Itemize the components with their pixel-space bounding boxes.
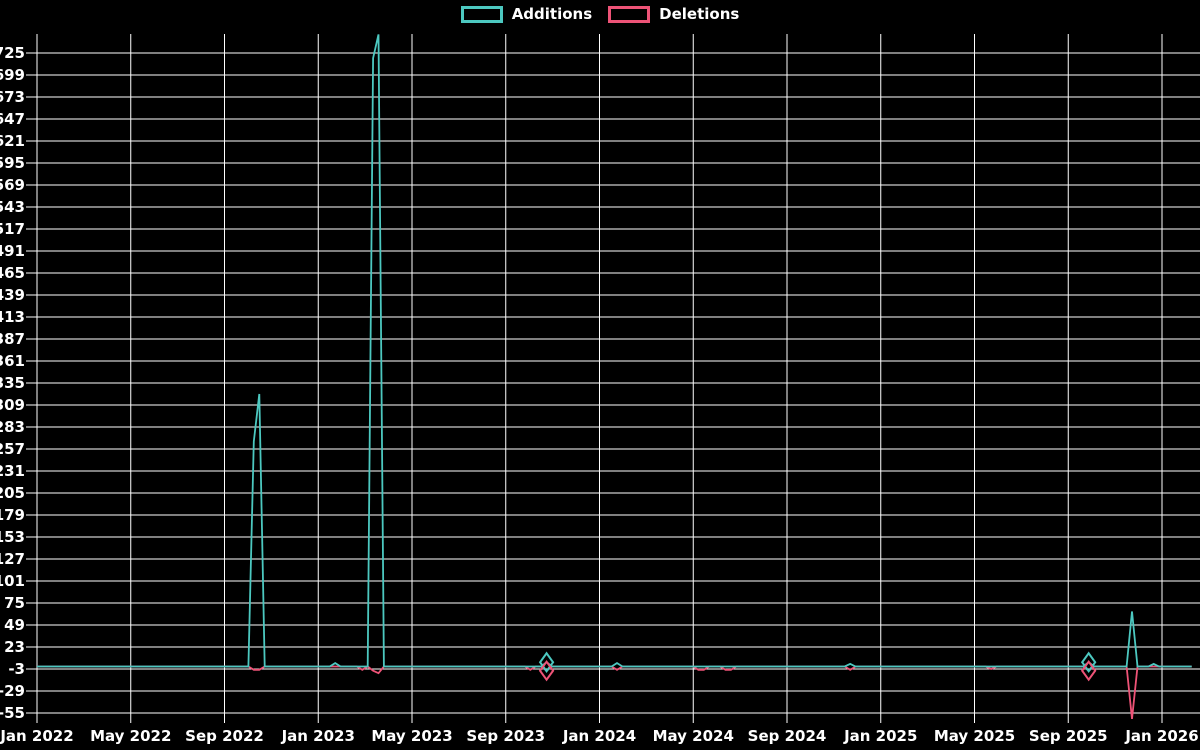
- y-tick-label: 595: [0, 154, 25, 172]
- x-tick-label: Sep 2023: [466, 727, 545, 745]
- x-tick-label: May 2024: [653, 727, 734, 745]
- y-tick-label: 205: [0, 484, 25, 502]
- y-tick-label: 231: [0, 462, 25, 480]
- deletions-point-marker-icon[interactable]: [1080, 659, 1097, 682]
- y-tick-label: -29: [0, 682, 25, 700]
- deletions-point-marker-icon[interactable]: [538, 659, 555, 682]
- chart-legend: Additions Deletions: [0, 6, 1200, 23]
- y-tick-label: 543: [0, 198, 25, 216]
- y-tick-label: 439: [0, 286, 25, 304]
- y-tick-label: 413: [0, 308, 25, 326]
- y-tick-label: -3: [8, 660, 25, 678]
- y-tick-label: 361: [0, 352, 25, 370]
- y-tick-label: 23: [4, 638, 25, 656]
- y-tick-label: 283: [0, 418, 25, 436]
- y-tick-label: 647: [0, 110, 25, 128]
- additions-point-marker-icon[interactable]: [538, 651, 555, 673]
- legend-item-deletions[interactable]: Deletions: [608, 6, 739, 23]
- x-tick-label: May 2022: [90, 727, 171, 745]
- deletions-swatch-icon: [608, 6, 651, 23]
- y-tick-label: 569: [0, 176, 25, 194]
- y-tick-label: 335: [0, 374, 25, 392]
- legend-item-additions[interactable]: Additions: [460, 5, 593, 23]
- y-tick-label: 179: [0, 506, 25, 524]
- axis-labels: 725 699 673 647 621 595 569 543 517 491 465 439 413 3…: [0, 44, 1199, 745]
- x-tick-label: Sep 2025: [1029, 727, 1108, 745]
- y-tick-label: 465: [0, 264, 25, 282]
- x-tick-label: Sep 2022: [185, 727, 264, 745]
- y-tick-label: 699: [0, 66, 25, 84]
- x-tick-label: May 2023: [371, 727, 452, 745]
- y-tick-label: 127: [0, 550, 25, 568]
- additions-swatch-icon: [460, 6, 503, 23]
- y-tick-label: 101: [0, 572, 25, 590]
- y-tick-label: -55: [0, 704, 25, 722]
- y-tick-label: 309: [0, 396, 25, 414]
- deletions-line: [37, 665, 1192, 719]
- y-tick-label: 621: [0, 132, 25, 150]
- y-tick-label: 491: [0, 242, 25, 260]
- grid-lines: [26, 34, 1200, 723]
- legend-label-additions: Additions: [511, 5, 593, 23]
- y-tick-label: 673: [0, 88, 25, 106]
- additions-point-marker-icon[interactable]: [1080, 651, 1097, 673]
- x-tick-label: Jan 2022: [0, 727, 74, 745]
- y-tick-label: 257: [0, 440, 25, 458]
- y-tick-label: 49: [4, 616, 25, 634]
- y-tick-label: 725: [0, 44, 25, 62]
- y-tick-label: 517: [0, 220, 25, 238]
- x-tick-label: Jan 2026: [1124, 727, 1198, 745]
- x-tick-label: Jan 2025: [843, 727, 917, 745]
- x-tick-label: Jan 2023: [281, 727, 355, 745]
- legend-label-deletions: Deletions: [659, 5, 740, 23]
- y-tick-label: 153: [0, 528, 25, 546]
- x-tick-label: Jan 2024: [562, 727, 636, 745]
- additions-line: [37, 34, 1192, 668]
- y-tick-label: 75: [4, 594, 25, 612]
- x-tick-label: Sep 2024: [748, 727, 827, 745]
- x-tick-label: May 2025: [934, 727, 1015, 745]
- y-tick-label: 387: [0, 330, 25, 348]
